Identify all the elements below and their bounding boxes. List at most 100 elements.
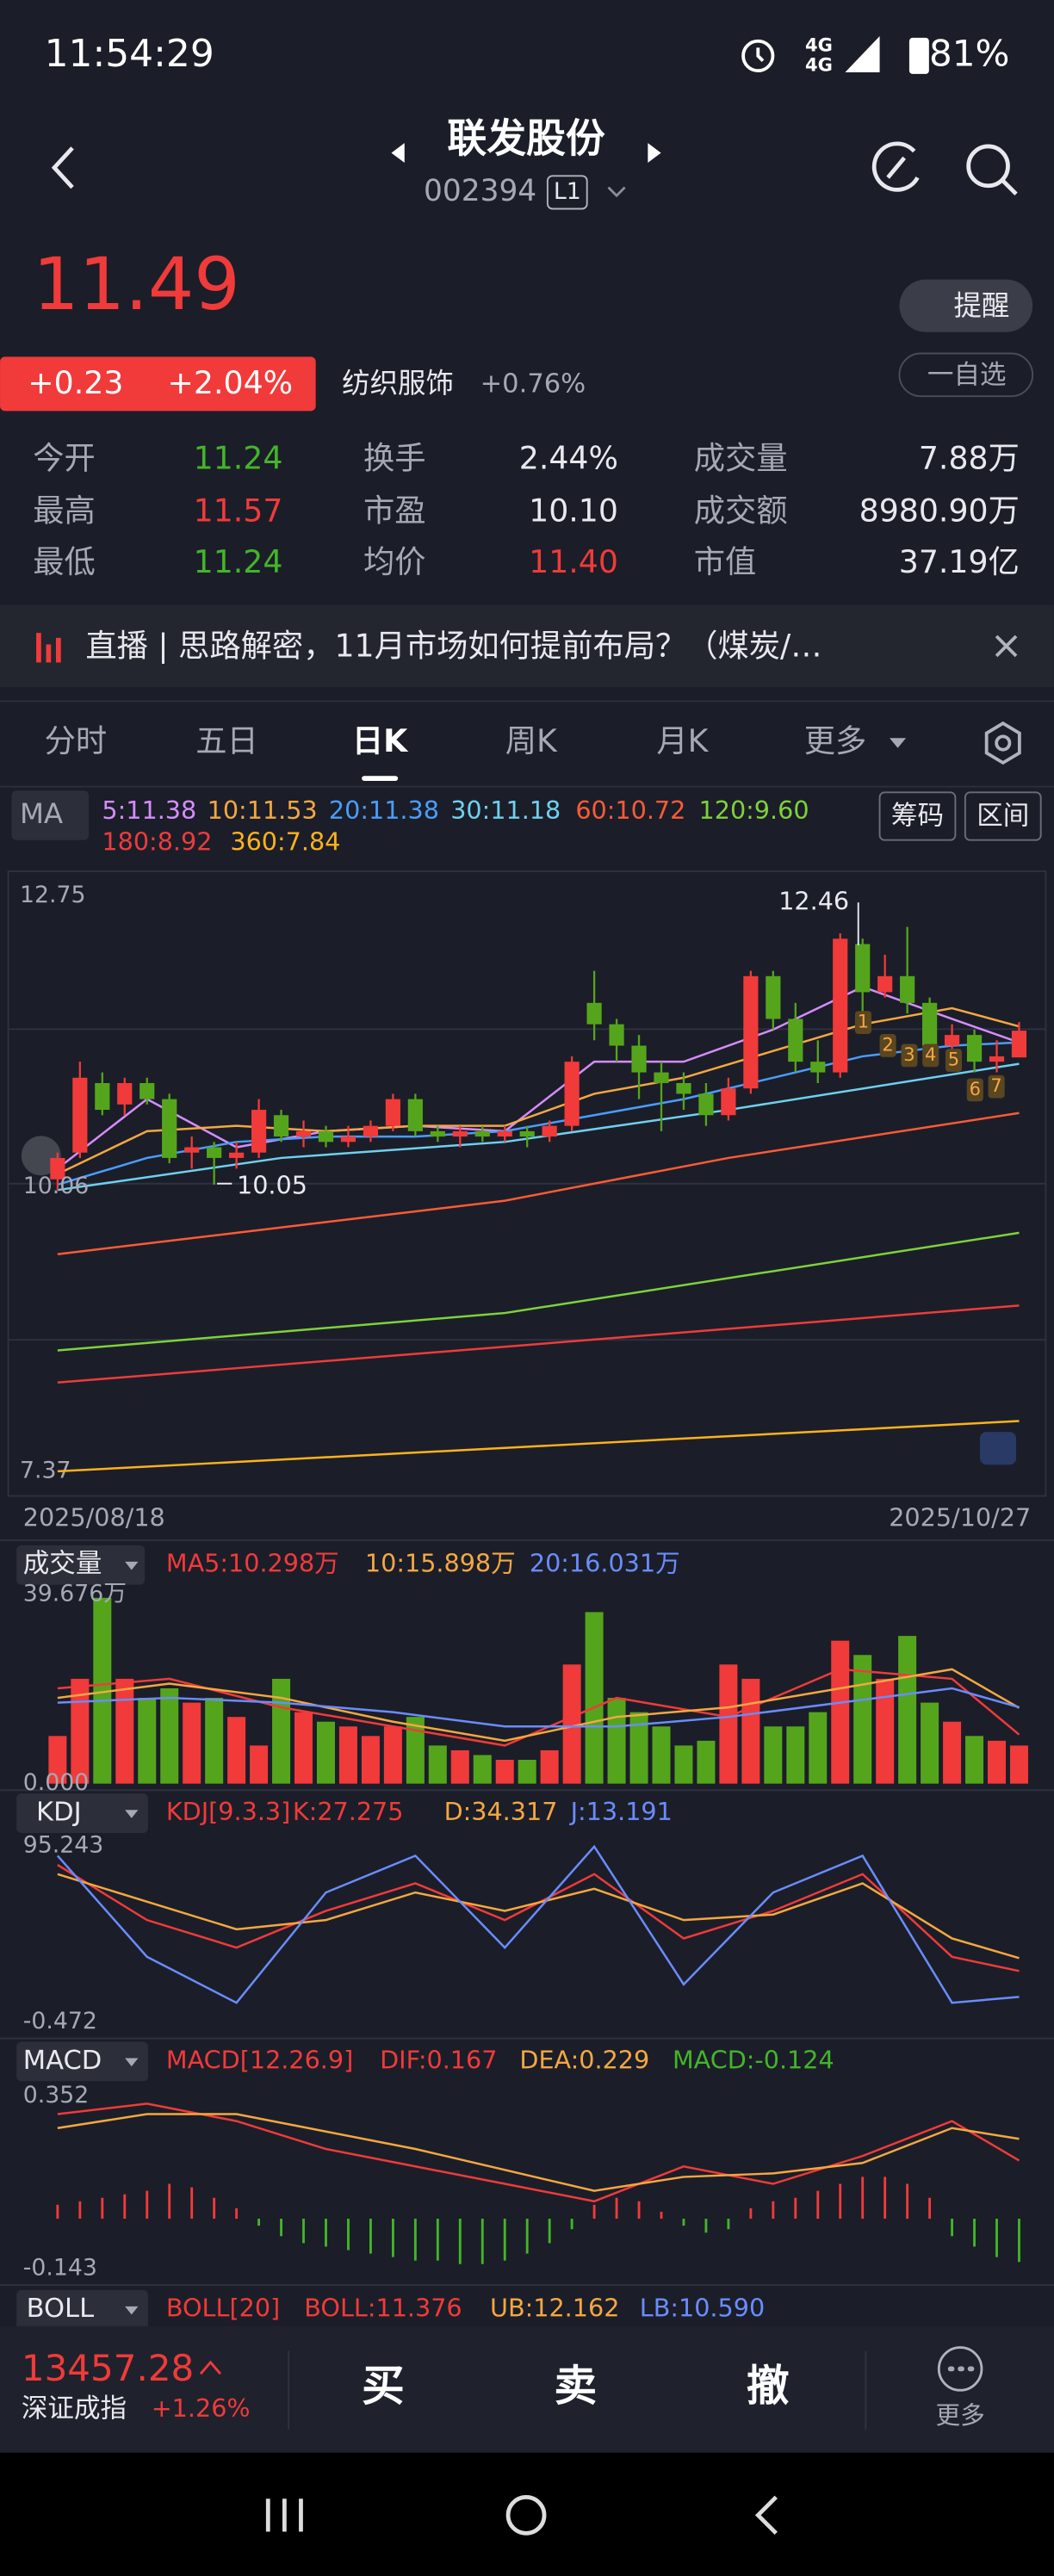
nav-bar <box>0 2452 1054 2576</box>
ma-legend: 120:9.60 <box>699 796 809 825</box>
y-tick-label: -0.472 <box>23 2008 97 2034</box>
more-icon[interactable] <box>937 2346 983 2392</box>
volume-selector[interactable] <box>16 1545 146 1585</box>
stock-code: 002394 <box>424 174 536 208</box>
watchlist-label[interactable]: 一自选 <box>927 361 1007 391</box>
volume-bar <box>250 1745 269 1784</box>
change-pct: +2.04% <box>168 364 294 401</box>
range-button[interactable] <box>964 791 1042 841</box>
trade-marker[interactable]: 7 <box>990 1075 1001 1096</box>
sector[interactable]: 纺织服饰 <box>342 367 454 399</box>
y-tick-label: 0.000 <box>23 1769 90 1796</box>
candle-body <box>631 1045 647 1073</box>
tab[interactable]: 周K <box>505 722 558 759</box>
ma-legend: 5:11.38 <box>102 796 196 825</box>
search-button[interactable] <box>966 144 1018 195</box>
trade-marker[interactable]: 1 <box>858 1012 869 1032</box>
next-stock[interactable] <box>648 143 661 164</box>
volume-bar <box>876 1678 895 1784</box>
watchlist-button[interactable] <box>898 352 1034 398</box>
tab[interactable]: 五日 <box>195 722 258 759</box>
bottom-bar <box>0 2325 1054 2453</box>
candle-body <box>207 1147 222 1158</box>
tab[interactable]: 分时 <box>45 722 108 759</box>
candle-body <box>318 1130 334 1142</box>
panel-title[interactable]: KDJ <box>36 1798 82 1828</box>
settings-button[interactable] <box>984 721 1021 765</box>
volume-bar <box>473 1755 492 1784</box>
kdj-line <box>56 1844 1020 2004</box>
stat-label: 换手 <box>363 440 426 477</box>
news-banner[interactable] <box>0 604 1054 688</box>
fullscreen-button[interactable] <box>980 1432 1017 1465</box>
kdj-line <box>57 1873 1020 1960</box>
candle-body <box>721 1088 736 1116</box>
change-badge <box>0 356 316 412</box>
ma-legend: 10:11.53 <box>208 796 318 825</box>
divider <box>0 700 1054 703</box>
volume-bar <box>495 1760 514 1784</box>
trade-marker[interactable]: 4 <box>925 1044 936 1065</box>
chart-button[interactable]: 筹码 <box>891 801 944 831</box>
trade-marker[interactable]: 3 <box>903 1044 914 1065</box>
panel-dropdown <box>125 2306 139 2315</box>
stat-value: 8980.90万 <box>859 492 1020 529</box>
volume-bar <box>809 1712 828 1784</box>
ma-selector-label[interactable]: MA <box>20 797 63 830</box>
volume-bar <box>652 1726 671 1784</box>
kdj-params: KDJ[9.3.3] <box>166 1797 290 1826</box>
volume-bar <box>450 1749 469 1784</box>
tab[interactable]: 月K <box>656 722 709 759</box>
trade-action[interactable]: 买 <box>362 2361 405 2411</box>
trade-marker[interactable]: 6 <box>970 1079 981 1099</box>
volume-bar <box>988 1740 1007 1784</box>
kdj-selector[interactable] <box>16 1793 148 1833</box>
tab[interactable]: 日K <box>352 722 409 759</box>
tab[interactable]: 更多 <box>804 722 867 759</box>
status-icons <box>741 36 929 74</box>
ma-selector[interactable] <box>11 790 90 840</box>
trade-action[interactable]: 撤 <box>747 2361 790 2411</box>
volume-bar <box>227 1717 246 1784</box>
panel-title[interactable]: 成交量 <box>23 1549 102 1579</box>
index-value[interactable]: 13457.28 <box>22 2347 194 2389</box>
volume-bar <box>965 1736 984 1784</box>
alert-button[interactable] <box>899 279 1033 332</box>
panel-title[interactable]: MACD <box>23 2046 102 2076</box>
volume-bar <box>316 1721 335 1784</box>
y-tick-label: 95.243 <box>23 1832 103 1859</box>
candle-body <box>698 1093 714 1116</box>
nav-buttons[interactable] <box>265 2494 778 2536</box>
y-tick-label: 0.352 <box>23 2082 90 2108</box>
stat-label: 最低 <box>33 543 96 580</box>
ma-line <box>57 1420 1020 1473</box>
boll-selector[interactable] <box>16 2289 148 2330</box>
news-text[interactable]: 直播 | 思路解密，11月市场如何提前布局？（煤炭/… <box>85 627 822 664</box>
prev-stock[interactable] <box>391 143 405 164</box>
panel-title[interactable]: BOLL <box>27 2294 95 2324</box>
trade-marker[interactable]: 5 <box>948 1050 959 1070</box>
y-tick-label: 12.75 <box>20 882 86 908</box>
back-button[interactable] <box>51 146 74 189</box>
volume-bar <box>361 1736 380 1784</box>
refresh-button[interactable] <box>871 141 920 192</box>
volume-bar <box>741 1678 760 1784</box>
candle-body <box>95 1082 110 1111</box>
candle-body <box>833 938 848 1073</box>
candle-body <box>295 1130 312 1137</box>
more-label[interactable]: 更多 <box>935 2400 984 2430</box>
index-change: +1.26% <box>152 2393 251 2423</box>
volume-bar <box>48 1736 67 1784</box>
trade-action[interactable]: 卖 <box>555 2361 598 2411</box>
battery: 81% <box>929 32 1009 74</box>
low-label: 10.05 <box>237 1171 307 1200</box>
chart-button[interactable]: 区间 <box>976 801 1029 831</box>
ma-legend: 20:11.38 <box>329 796 439 825</box>
trade-marker[interactable]: 2 <box>882 1034 893 1055</box>
code-dropdown[interactable] <box>607 186 626 198</box>
chip-button[interactable] <box>878 791 957 841</box>
alert-label[interactable]: 提醒 <box>953 289 1009 322</box>
news-close[interactable] <box>995 635 1018 658</box>
macd-selector[interactable] <box>16 2041 148 2082</box>
